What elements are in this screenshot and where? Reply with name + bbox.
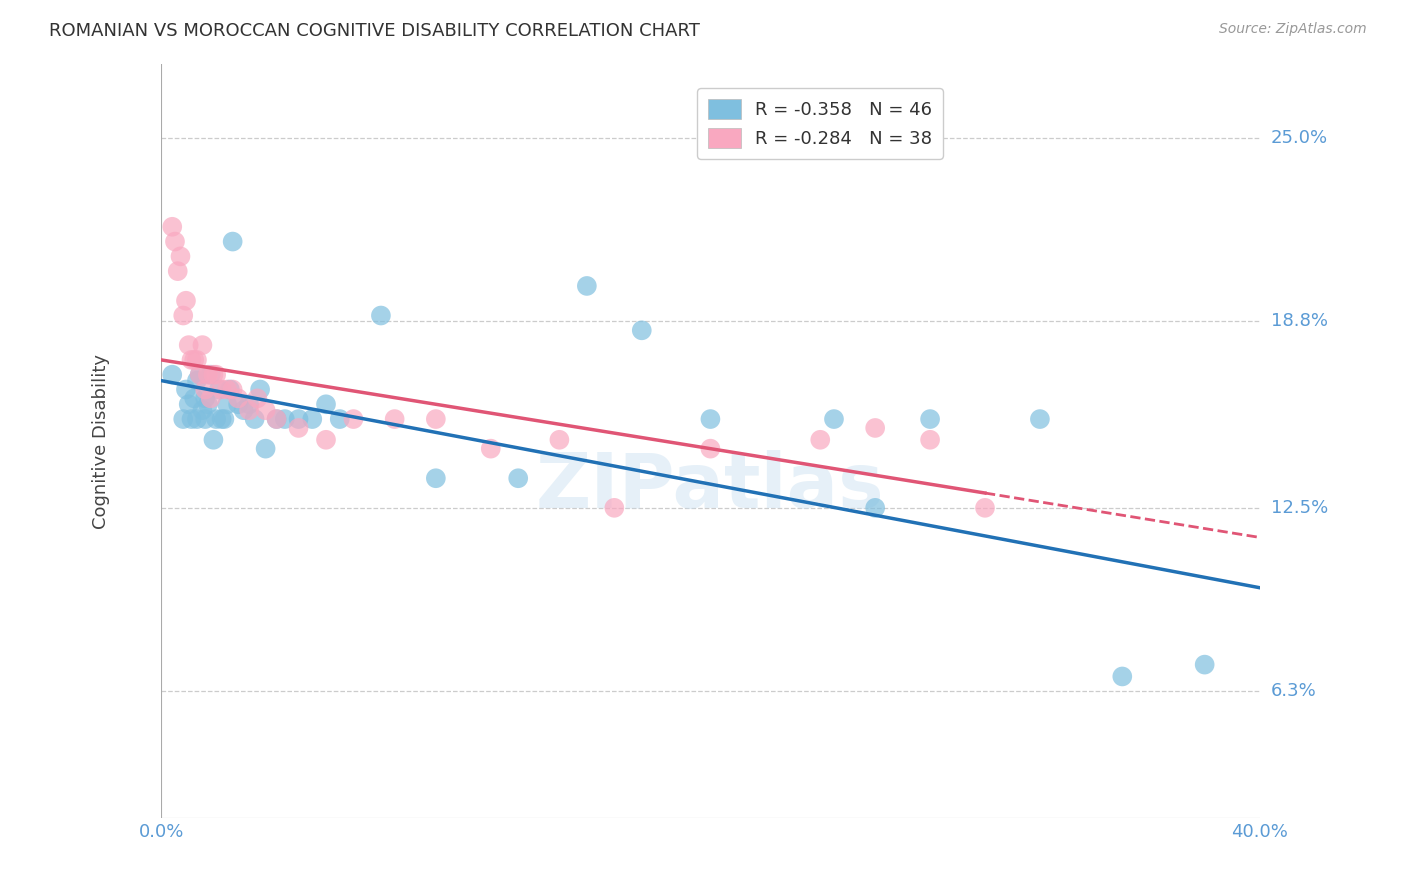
- Point: [920, 433, 942, 447]
- Point: [329, 412, 352, 426]
- Text: ZIPatlas: ZIPatlas: [536, 450, 884, 524]
- Point: [238, 397, 260, 411]
- Point: [183, 392, 205, 406]
- Point: [219, 383, 242, 397]
- Point: [603, 500, 626, 515]
- Point: [180, 352, 202, 367]
- Point: [211, 412, 233, 426]
- Point: [226, 392, 249, 406]
- Point: [214, 412, 236, 426]
- Point: [315, 397, 337, 411]
- Point: [266, 412, 288, 426]
- Point: [226, 397, 249, 411]
- Point: [575, 279, 598, 293]
- Point: [194, 412, 217, 426]
- Point: [254, 403, 277, 417]
- Point: [232, 403, 254, 417]
- Point: [823, 412, 845, 426]
- Point: [508, 471, 530, 485]
- Point: [183, 352, 205, 367]
- Point: [177, 338, 200, 352]
- Point: [384, 412, 406, 426]
- Point: [194, 383, 217, 397]
- Point: [287, 412, 309, 426]
- Point: [479, 442, 502, 456]
- Point: [630, 323, 652, 337]
- Point: [186, 412, 208, 426]
- Point: [169, 249, 191, 263]
- Point: [1111, 669, 1133, 683]
- Text: 12.5%: 12.5%: [1271, 499, 1327, 516]
- Point: [188, 368, 211, 382]
- Point: [200, 392, 222, 406]
- Point: [974, 500, 997, 515]
- Text: 25.0%: 25.0%: [1271, 129, 1327, 147]
- Point: [315, 433, 337, 447]
- Point: [174, 293, 197, 308]
- Point: [166, 264, 188, 278]
- Text: ROMANIAN VS MOROCCAN COGNITIVE DISABILITY CORRELATION CHART: ROMANIAN VS MOROCCAN COGNITIVE DISABILIT…: [49, 22, 700, 40]
- Point: [191, 338, 214, 352]
- Point: [197, 397, 219, 411]
- Point: [211, 383, 233, 397]
- Point: [342, 412, 364, 426]
- Point: [200, 368, 222, 382]
- Point: [425, 471, 447, 485]
- Point: [249, 383, 271, 397]
- Point: [221, 383, 243, 397]
- Point: [217, 383, 239, 397]
- Point: [370, 309, 392, 323]
- Point: [177, 397, 200, 411]
- Point: [1194, 657, 1216, 672]
- Point: [186, 374, 208, 388]
- Point: [194, 392, 217, 406]
- Point: [246, 392, 269, 406]
- Text: 6.3%: 6.3%: [1271, 682, 1316, 700]
- Point: [238, 403, 260, 417]
- Point: [186, 352, 208, 367]
- Point: [163, 235, 186, 249]
- Point: [197, 368, 219, 382]
- Point: [1029, 412, 1052, 426]
- Point: [266, 412, 288, 426]
- Point: [221, 235, 243, 249]
- Point: [191, 403, 214, 417]
- Point: [180, 412, 202, 426]
- Text: 18.8%: 18.8%: [1271, 312, 1327, 330]
- Point: [162, 368, 184, 382]
- Point: [174, 383, 197, 397]
- Point: [205, 368, 228, 382]
- Point: [699, 442, 721, 456]
- Point: [301, 412, 323, 426]
- Point: [863, 500, 886, 515]
- Text: Source: ZipAtlas.com: Source: ZipAtlas.com: [1219, 22, 1367, 37]
- Point: [863, 421, 886, 435]
- Point: [202, 433, 225, 447]
- Point: [243, 412, 266, 426]
- Point: [920, 412, 942, 426]
- Point: [274, 412, 297, 426]
- Point: [699, 412, 721, 426]
- Point: [172, 309, 194, 323]
- Point: [162, 219, 184, 234]
- Point: [254, 442, 277, 456]
- Legend: R = -0.358   N = 46, R = -0.284   N = 38: R = -0.358 N = 46, R = -0.284 N = 38: [697, 88, 943, 159]
- Text: Cognitive Disability: Cognitive Disability: [91, 354, 110, 529]
- Point: [287, 421, 309, 435]
- Point: [425, 412, 447, 426]
- Point: [548, 433, 571, 447]
- Point: [205, 412, 228, 426]
- Point: [188, 368, 211, 382]
- Point: [172, 412, 194, 426]
- Point: [808, 433, 831, 447]
- Point: [208, 383, 231, 397]
- Point: [202, 368, 225, 382]
- Point: [217, 397, 239, 411]
